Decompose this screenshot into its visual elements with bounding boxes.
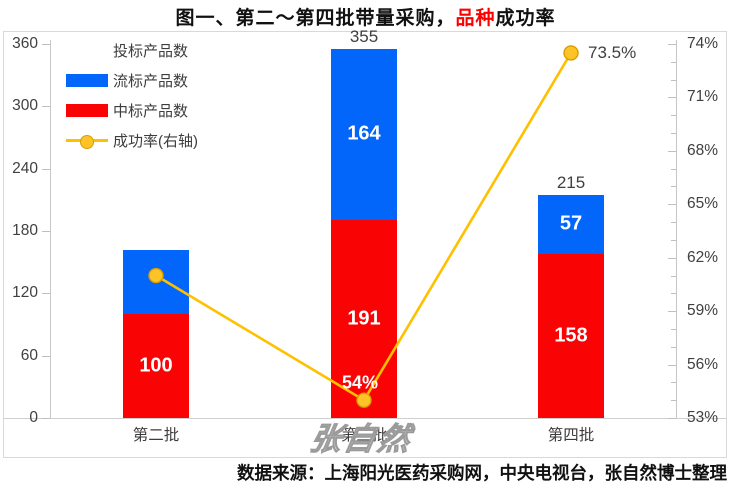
left-axis-label-120: 120 xyxy=(12,284,38,302)
left-axis-label-300: 300 xyxy=(12,97,38,115)
right-axis-tick-66 xyxy=(671,186,676,188)
title-prefix: 图一、第二～第四批带量采购， xyxy=(175,8,456,29)
total-label-3: 215 xyxy=(556,172,586,192)
right-axis-label-71: 71% xyxy=(687,88,719,106)
right-axis-tick-55 xyxy=(671,382,676,384)
won-products-swatch xyxy=(66,103,108,117)
title-suffix: 成功率 xyxy=(495,8,556,29)
right-axis-tick-54 xyxy=(671,400,676,402)
bar-label-failed-products-3: 57 xyxy=(559,212,583,235)
x-axis-label-2: 第三批 xyxy=(340,427,388,444)
right-axis-label-74: 74% xyxy=(687,35,719,52)
bar-label-failed-products-2: 164 xyxy=(347,122,381,145)
x-axis-label-3: 第四批 xyxy=(547,427,595,444)
right-axis-tick-53 xyxy=(668,418,676,419)
x-axis-line xyxy=(3,418,726,419)
total-label-2: 355 xyxy=(349,27,379,47)
right-axis-tick-64 xyxy=(671,222,676,224)
left-axis-tick-120 xyxy=(42,293,50,295)
legend-item-total-products: 投标产品数 xyxy=(66,40,198,60)
legend-item-failed-products: 流标产品数 xyxy=(66,70,198,90)
right-axis-tick-57 xyxy=(671,346,676,348)
left-axis-label-0: 0 xyxy=(29,409,38,426)
right-axis-tick-67 xyxy=(671,168,676,170)
left-axis-tick-0 xyxy=(42,418,50,419)
bar-failed-products-1 xyxy=(123,249,189,315)
chart-title: 图一、第二～第四批带量采购，品种成功率 xyxy=(0,3,731,30)
x-axis-label-1: 第二批 xyxy=(132,427,180,444)
right-axis-tick-56 xyxy=(668,364,676,366)
right-axis-tick-58 xyxy=(671,328,676,330)
left-axis-label-180: 180 xyxy=(12,222,38,239)
total-products-swatch xyxy=(66,43,108,57)
right-axis-label-59: 59% xyxy=(687,302,719,320)
right-axis-tick-65 xyxy=(668,204,676,206)
legend-item-success-rate: 成功率(右轴) xyxy=(66,130,198,150)
right-axis-label-56: 56% xyxy=(687,355,719,373)
left-axis-label-240: 240 xyxy=(12,159,38,177)
legend-item-won-products: 中标产品数 xyxy=(66,100,198,120)
right-axis-tick-59 xyxy=(668,311,676,313)
legend-label: 中标产品数 xyxy=(113,102,189,120)
left-axis-tick-360 xyxy=(42,44,50,45)
right-axis-tick-69 xyxy=(671,133,676,135)
title-highlight: 品种 xyxy=(455,8,496,29)
right-axis-tick-73 xyxy=(671,61,676,63)
right-axis-tick-61 xyxy=(671,275,676,277)
left-axis-label-360: 360 xyxy=(12,35,38,52)
left-axis-tick-180 xyxy=(42,231,50,232)
bar-label-won-products-3: 158 xyxy=(554,324,588,347)
right-axis-label-65: 65% xyxy=(687,195,719,213)
failed-products-swatch xyxy=(66,73,108,87)
left-axis-tick-240 xyxy=(42,168,50,170)
right-axis-label-62: 62% xyxy=(687,248,719,266)
right-axis-tick-70 xyxy=(671,115,676,117)
right-axis-tick-74 xyxy=(668,44,676,45)
success-rate-label-3: 73.5% xyxy=(588,42,637,62)
left-axis-label-60: 60 xyxy=(20,346,38,364)
legend-label: 成功率(右轴) xyxy=(113,132,198,150)
right-axis-tick-68 xyxy=(668,150,676,152)
legend-label: 投标产品数 xyxy=(113,42,189,60)
success-rate-line-swatch xyxy=(66,134,108,149)
bar-label-won-products-1: 100 xyxy=(139,354,173,377)
right-axis-label-53: 53% xyxy=(687,409,719,426)
right-axis-tick-60 xyxy=(671,293,676,295)
right-axis-label-68: 68% xyxy=(687,141,719,159)
legend: 投标产品数 流标产品数 中标产品数 成功率(右轴) xyxy=(66,40,198,160)
right-axis-tick-72 xyxy=(671,79,676,81)
left-axis-line xyxy=(50,40,51,418)
right-axis-tick-62 xyxy=(668,257,676,259)
left-axis-tick-300 xyxy=(42,106,50,108)
right-axis-tick-71 xyxy=(668,97,676,99)
left-axis-tick-60 xyxy=(42,355,50,357)
right-axis-line xyxy=(676,40,677,418)
watermark: 张自然 xyxy=(307,421,416,457)
source-note: 数据来源：上海阳光医药采购网，中央电视台，张自然博士整理 xyxy=(237,463,727,483)
right-axis-tick-63 xyxy=(671,239,676,241)
success-rate-label-2: 54% xyxy=(341,372,379,393)
legend-label: 流标产品数 xyxy=(113,72,189,90)
bar-label-won-products-2: 191 xyxy=(347,307,381,330)
success-rate-marker-icon xyxy=(80,134,94,149)
